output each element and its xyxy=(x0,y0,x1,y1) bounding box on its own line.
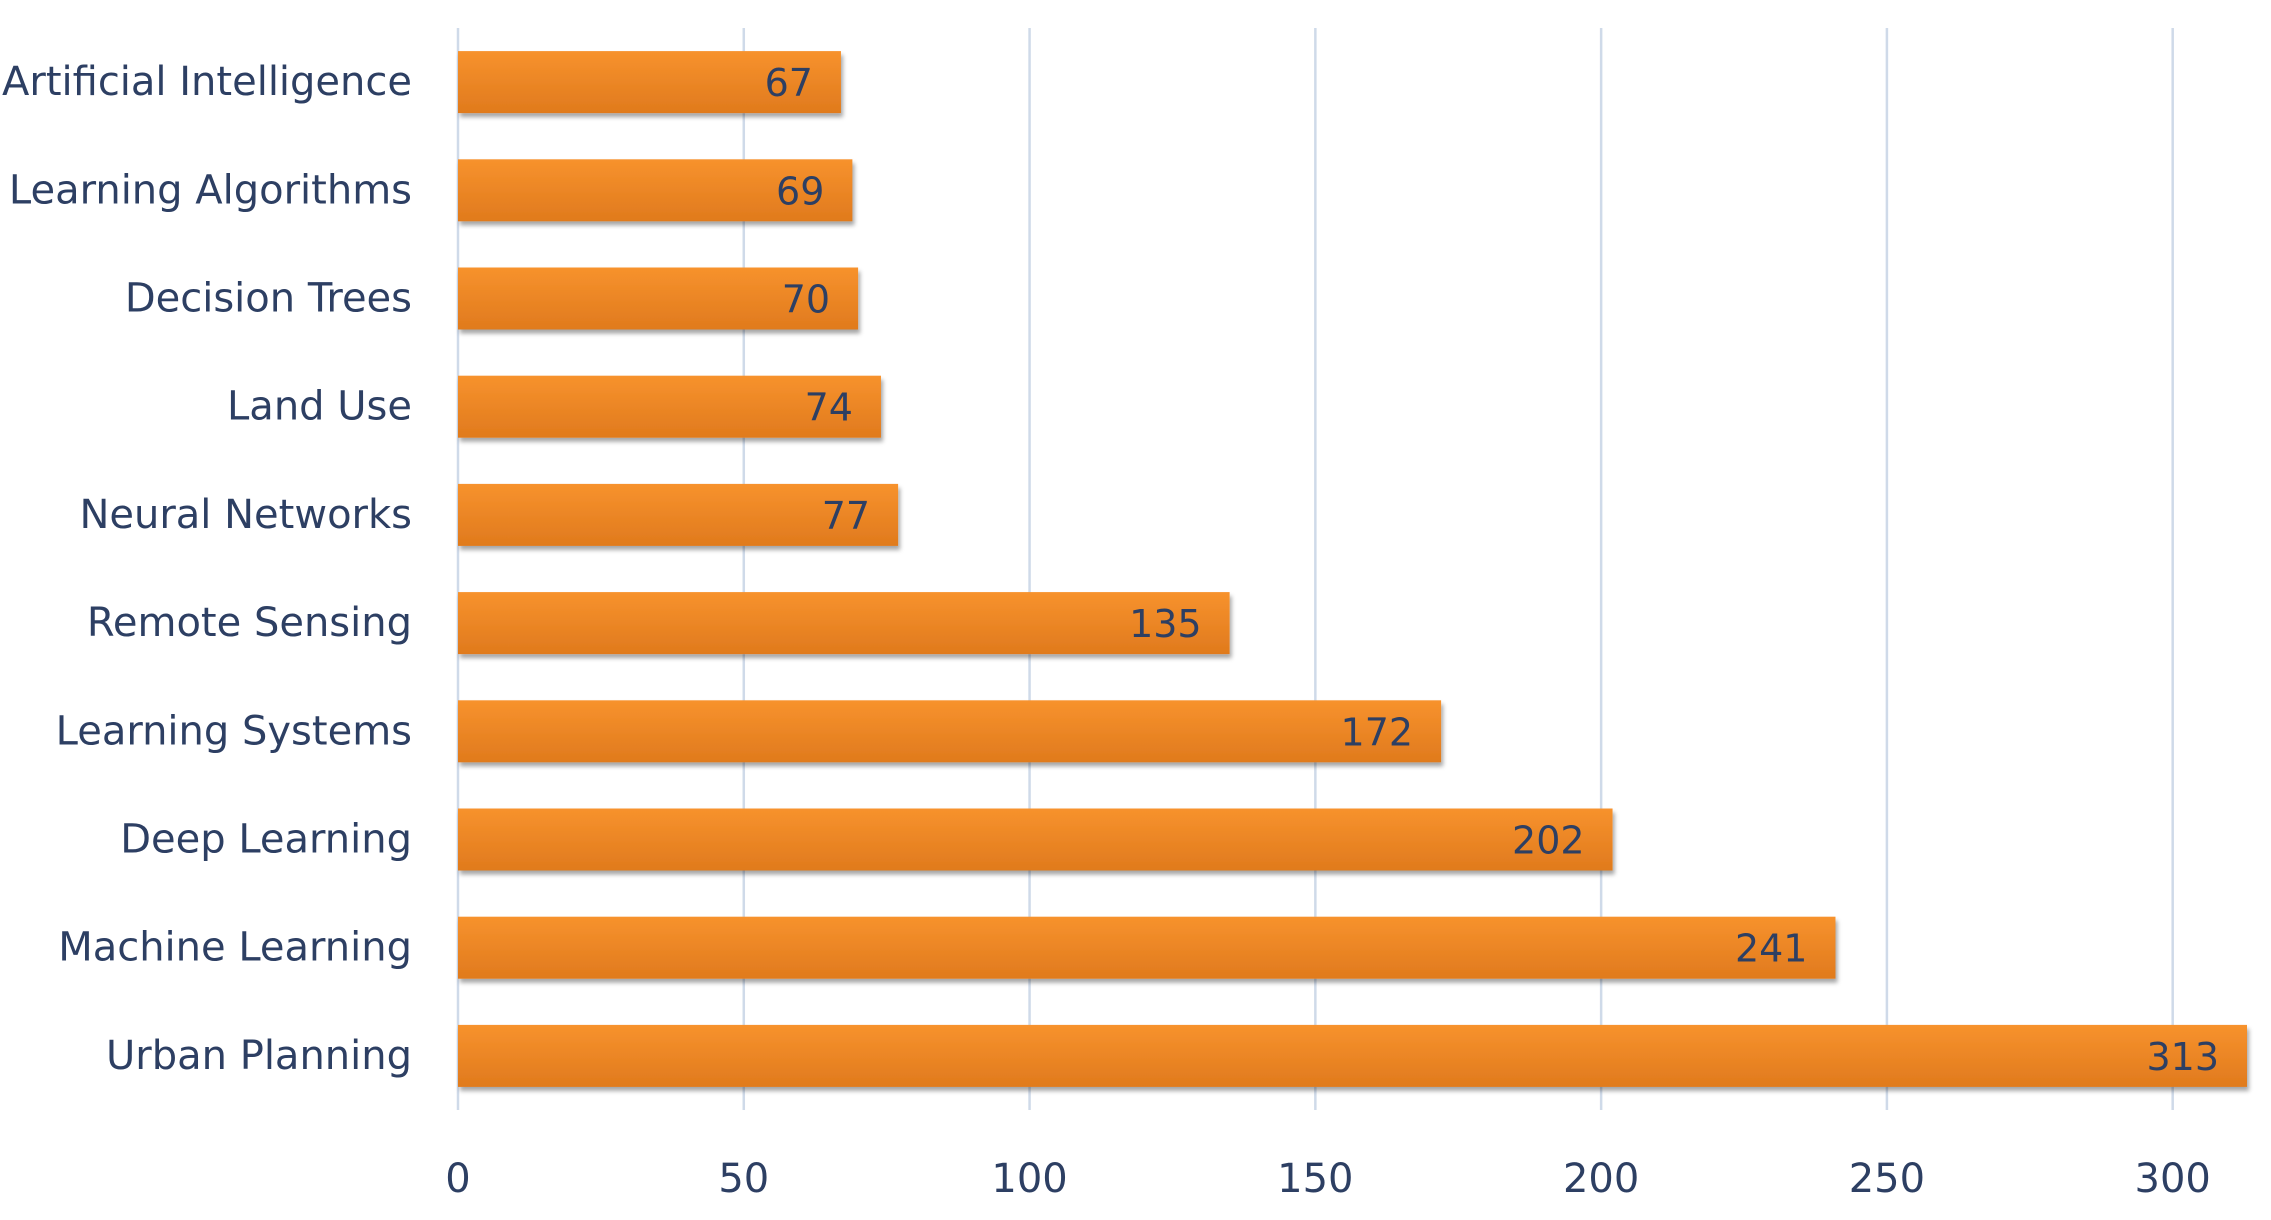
category-label: Deep Learning xyxy=(120,817,412,863)
labels-layer: 0 50 100 150 200 250 300 Artificial Intelligenc… xyxy=(2,59,2219,1202)
data-label: 67 xyxy=(765,61,813,105)
data-label: 172 xyxy=(1341,710,1414,754)
data-label: 69 xyxy=(776,169,824,213)
bar-learning-systems xyxy=(458,700,1442,763)
data-label: 74 xyxy=(805,386,853,430)
bar-deep-learning xyxy=(458,808,1613,871)
x-tick-label: 100 xyxy=(991,1156,1067,1202)
category-label: Learning Algorithms xyxy=(9,167,412,213)
category-label: Decision Trees xyxy=(125,276,412,322)
category-label: Land Use xyxy=(227,384,412,430)
bar-remote-sensing xyxy=(458,592,1230,655)
category-label: Neural Networks xyxy=(79,492,412,538)
bar-land-use xyxy=(458,375,881,438)
bar-urban-planning xyxy=(458,1024,2247,1087)
bars-layer xyxy=(458,51,2247,1087)
category-label: Urban Planning xyxy=(106,1033,412,1079)
category-label: Artificial Intelligence xyxy=(2,59,412,105)
category-label: Machine Learning xyxy=(58,925,412,971)
data-label: 70 xyxy=(782,278,830,322)
bar-decision-trees xyxy=(458,267,859,330)
bar-machine-learning xyxy=(458,916,1836,979)
data-label: 202 xyxy=(1512,819,1585,863)
bar-neural-networks xyxy=(458,483,899,546)
data-label: 77 xyxy=(822,494,870,538)
x-tick-label: 250 xyxy=(1849,1156,1925,1202)
bar-learning-algorithms xyxy=(458,159,853,222)
bar-artificial-intelligence xyxy=(458,51,841,114)
x-tick-label: 300 xyxy=(2135,1156,2211,1202)
data-label: 313 xyxy=(2146,1035,2219,1079)
x-tick-label: 200 xyxy=(1563,1156,1639,1202)
x-tick-label: 150 xyxy=(1277,1156,1353,1202)
x-tick-label: 0 xyxy=(445,1156,470,1202)
category-label: Remote Sensing xyxy=(87,600,412,646)
category-label: Learning Systems xyxy=(56,708,412,754)
data-label: 135 xyxy=(1129,602,1202,646)
x-tick-label: 50 xyxy=(718,1156,769,1202)
data-label: 241 xyxy=(1735,927,1808,971)
